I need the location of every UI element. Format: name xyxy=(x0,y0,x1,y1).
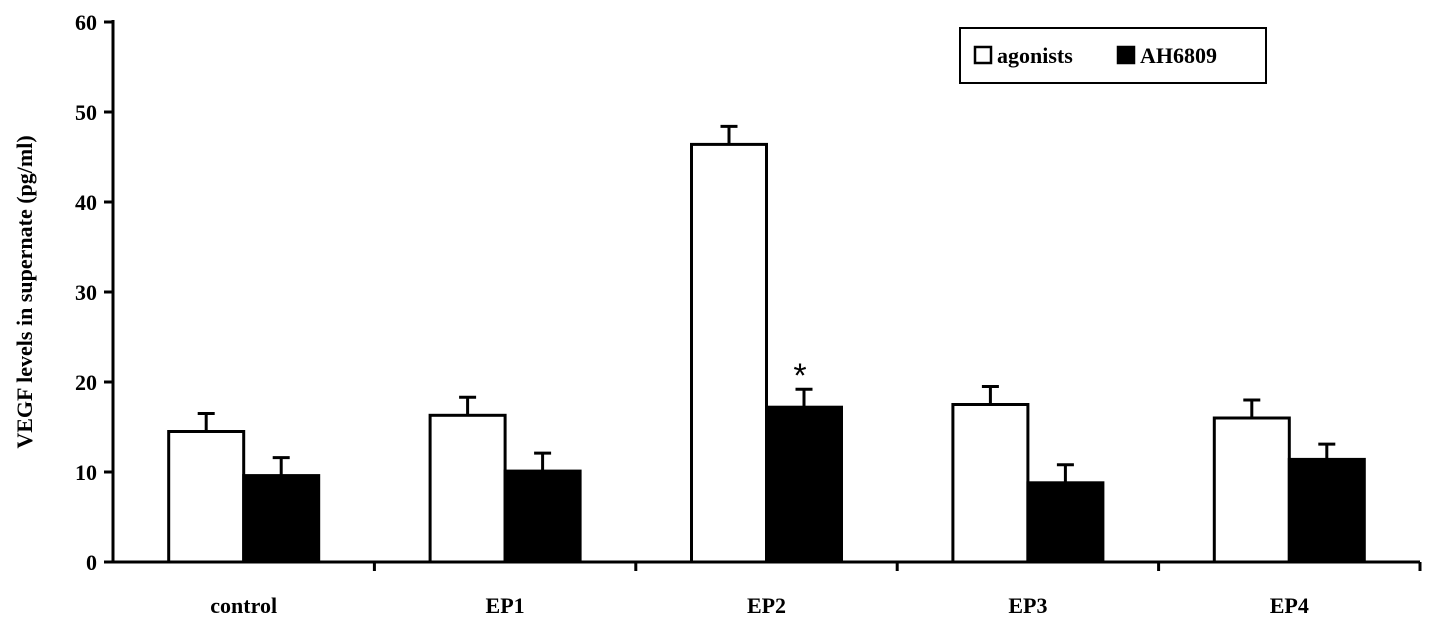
bar-agonists-ep4 xyxy=(1212,416,1291,564)
bars xyxy=(167,124,1366,564)
legend: agonists AH6809 xyxy=(959,27,1267,84)
legend-box xyxy=(959,27,1267,84)
y-axis-label: VEGF levels in supernate (pg/ml) xyxy=(12,135,37,448)
x-tick-label-control: control xyxy=(210,593,277,618)
bar-ah6809-control xyxy=(242,474,321,564)
y-tick-label: 0 xyxy=(86,550,97,575)
bar-agonists-ep3 xyxy=(951,403,1030,564)
y-tick-label: 20 xyxy=(75,370,97,395)
legend-swatch-ah6809 xyxy=(1116,45,1136,65)
y-tick-label: 50 xyxy=(75,100,97,125)
bar-agonists-control xyxy=(167,430,246,564)
x-tick-label-ep2: EP2 xyxy=(747,593,786,618)
legend-label-ah6809: AH6809 xyxy=(1140,43,1217,68)
bar-agonists-ep2 xyxy=(690,142,768,564)
y-tick-label: 40 xyxy=(75,190,97,215)
x-tick-label-ep3: EP3 xyxy=(1008,593,1047,618)
labels: 0 10 20 30 40 50 60 control EP1 EP2 EP3 EP4 * xyxy=(75,10,1309,618)
x-tick-label-ep4: EP4 xyxy=(1270,593,1309,618)
y-tick-label: 10 xyxy=(75,460,97,485)
y-tick-label: 30 xyxy=(75,280,97,305)
bar-ah6809-ep2 xyxy=(765,405,843,564)
legend-label-agonists: agonists xyxy=(997,43,1073,68)
x-tick-label-ep1: EP1 xyxy=(486,593,525,618)
y-tick-label: 60 xyxy=(75,10,97,35)
bar-agonists-ep1 xyxy=(428,413,507,564)
legend-swatch-agonists xyxy=(973,45,993,65)
bar-ah6809-ep4 xyxy=(1287,457,1366,564)
significance-marker: * xyxy=(793,357,806,395)
bar-ah6809-ep1 xyxy=(503,469,582,564)
bar-ah6809-ep3 xyxy=(1026,481,1105,564)
